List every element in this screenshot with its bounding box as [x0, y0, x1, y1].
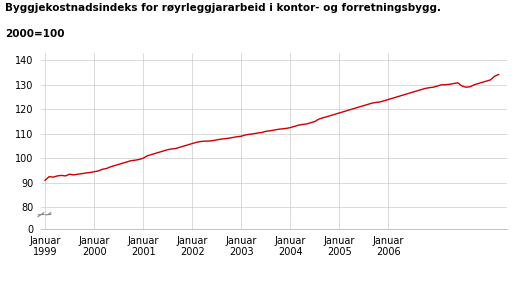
- Text: Byggjekostnadsindeks for røyrleggjararbeid i kontor- og forretningsbygg.: Byggjekostnadsindeks for røyrleggjararbe…: [5, 3, 441, 13]
- Text: 2000=100: 2000=100: [5, 29, 65, 39]
